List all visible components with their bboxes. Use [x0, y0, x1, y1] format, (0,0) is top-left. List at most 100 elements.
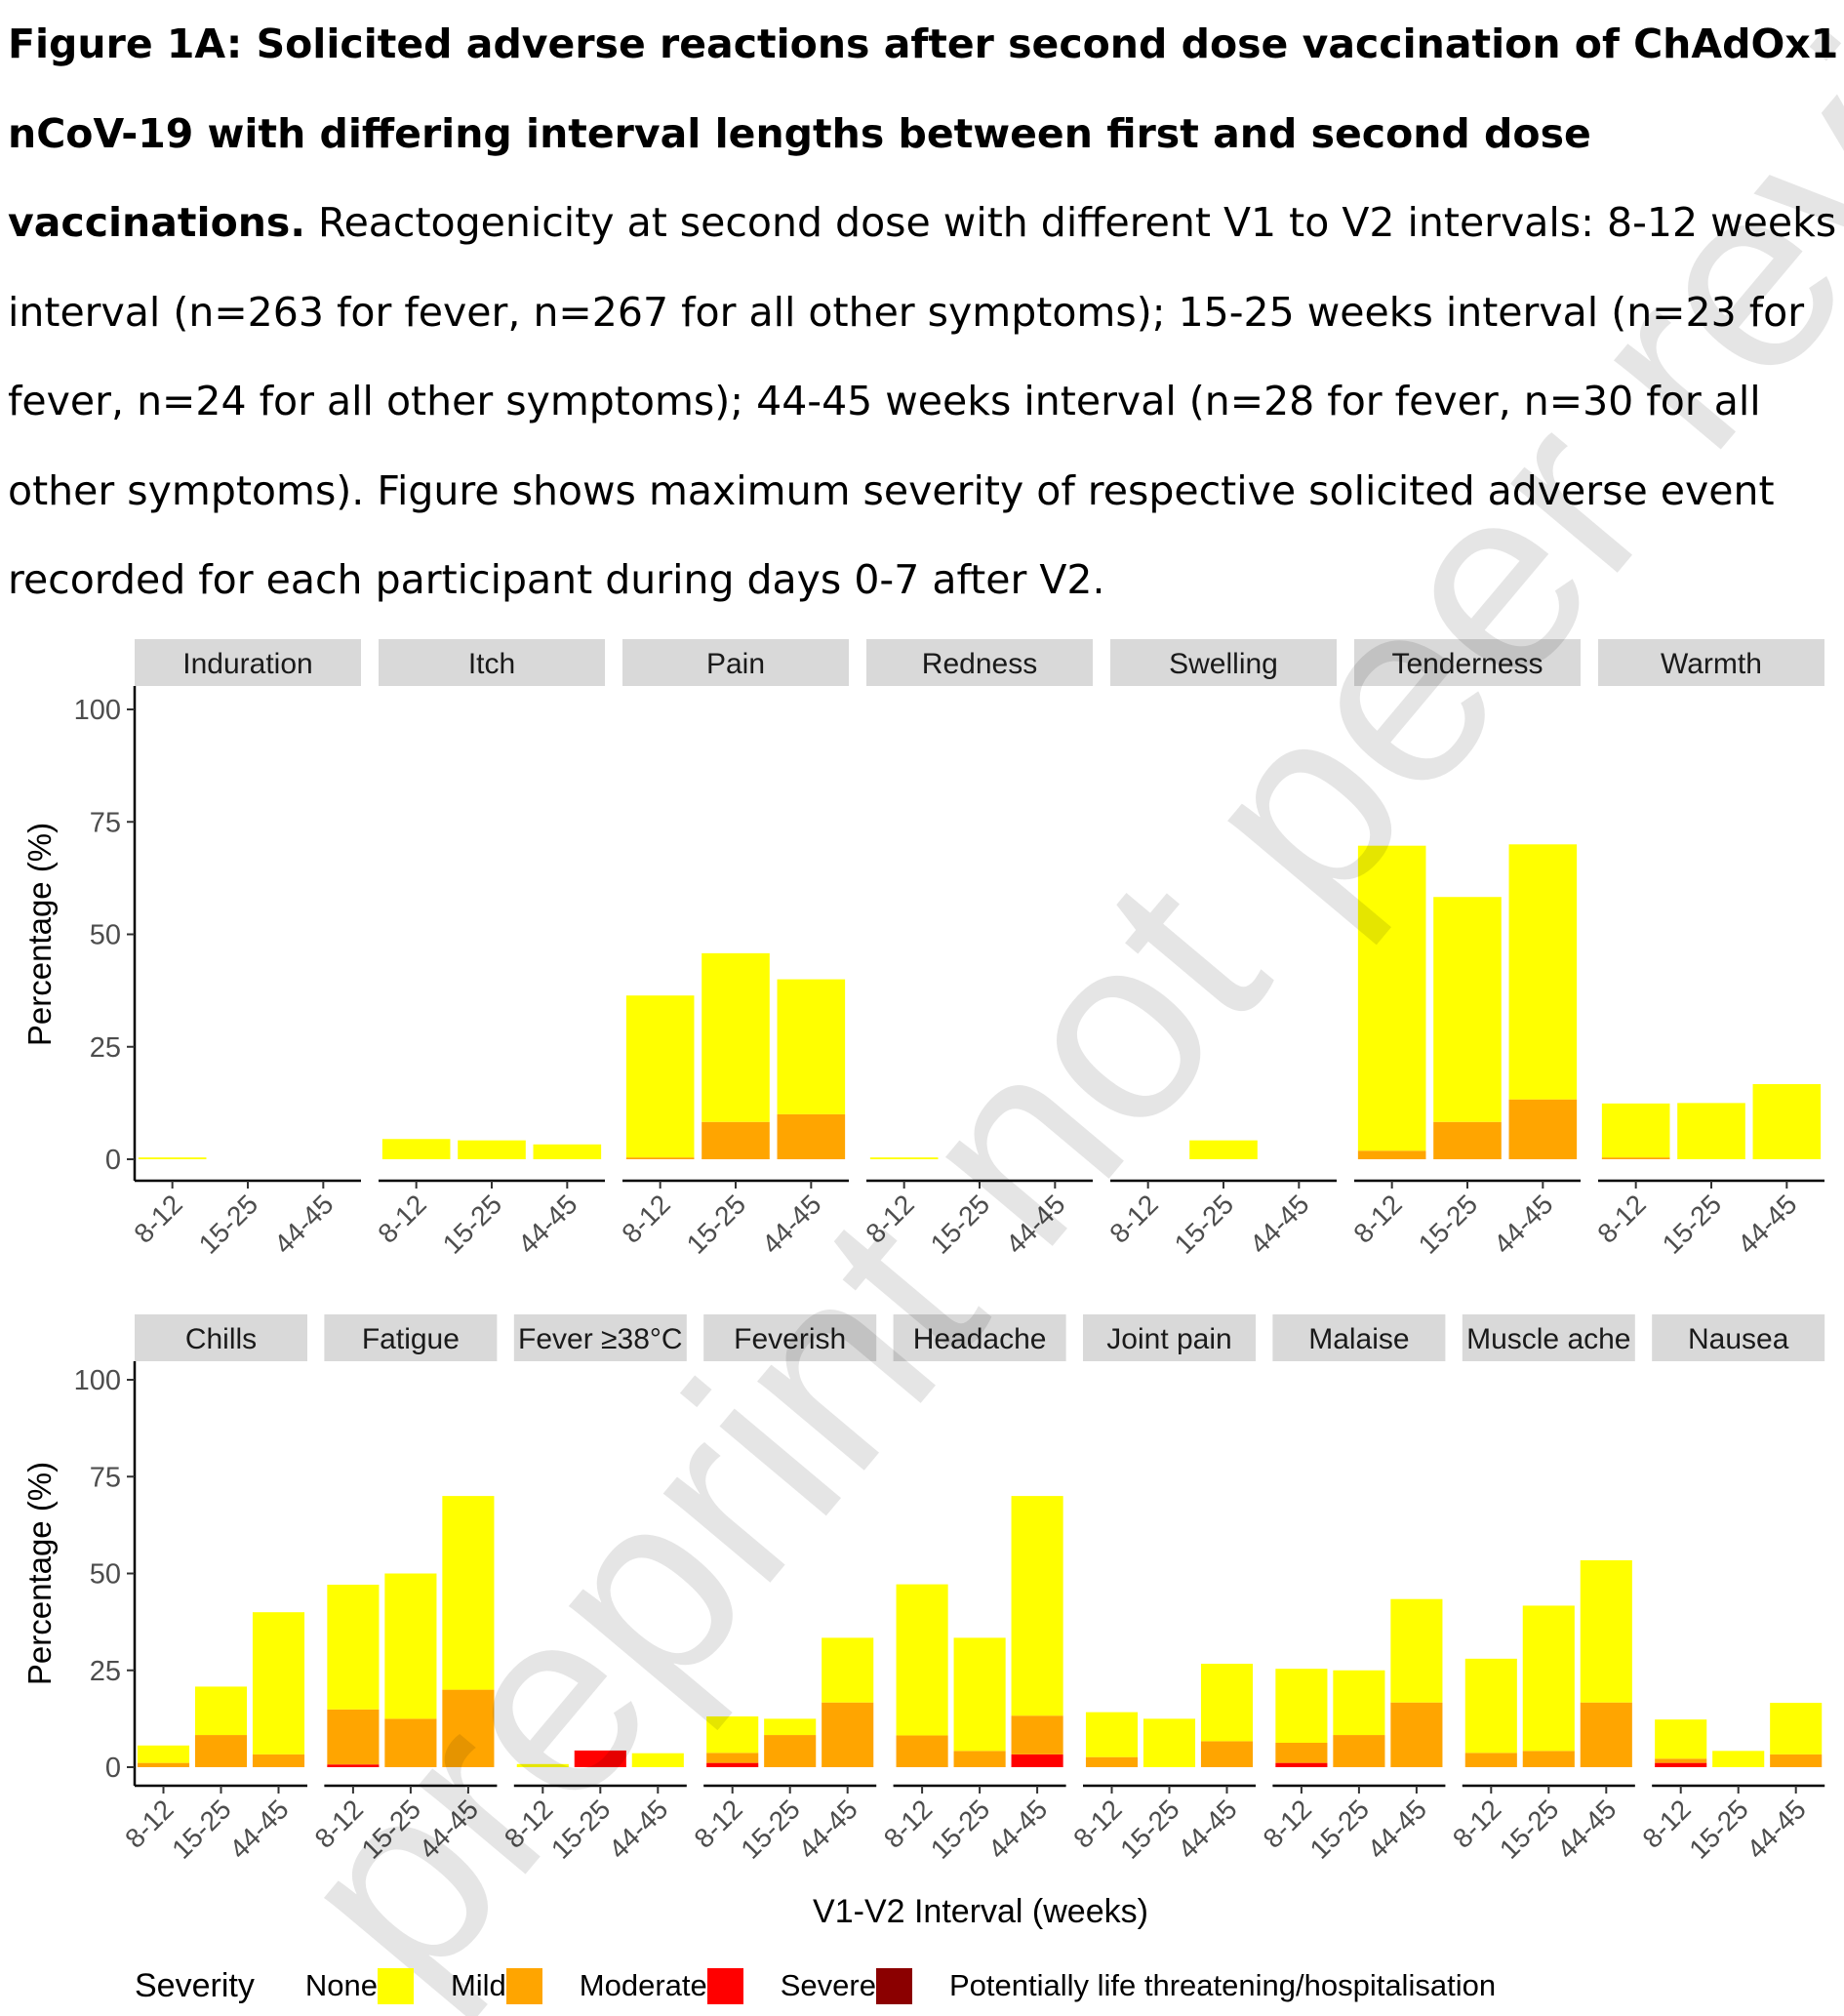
x-tick-label: 44-45 — [1000, 1189, 1071, 1260]
y-tick-label: 0 — [105, 1753, 121, 1784]
y-tick-label: 50 — [90, 920, 121, 951]
bar-segment-mild — [953, 1637, 1006, 1752]
bar-segment-severe — [327, 1764, 380, 1767]
bar-segment-moderate — [953, 1751, 1006, 1767]
legend-title: Severity — [135, 1966, 255, 2004]
facet-strip-label: Induration — [182, 648, 312, 680]
facet-strip — [1272, 1314, 1446, 1361]
x-tick-label: 44-45 — [1244, 1189, 1315, 1260]
facet-strip — [1462, 1314, 1635, 1361]
x-tick-label: 15-25 — [1114, 1794, 1185, 1865]
legend-item-none: None — [304, 1967, 429, 2004]
bar-segment-moderate — [702, 1121, 770, 1159]
x-tick-label: 8-12 — [616, 1189, 676, 1249]
facet-strip — [1110, 639, 1337, 686]
y-tick-label: 25 — [90, 1656, 121, 1687]
bar-segment-mild — [706, 1715, 759, 1754]
bar-segment-moderate — [1011, 1715, 1063, 1754]
bar-segment-moderate — [137, 1762, 190, 1767]
bar-segment-moderate — [1333, 1735, 1385, 1767]
x-tick-label: 44-45 — [1741, 1794, 1812, 1865]
facet-strip-label: Headache — [913, 1323, 1047, 1355]
bar-segment-mild — [1333, 1670, 1385, 1736]
x-tick-label: 15-25 — [1683, 1794, 1754, 1865]
legend-item-plt: Potentially life threatening/hospitalisa… — [949, 1968, 1496, 2003]
bar-segment-mild — [1712, 1751, 1765, 1767]
x-tick-label: 44-45 — [792, 1794, 863, 1865]
facet-strip — [379, 639, 605, 686]
facet-strip — [703, 1314, 877, 1361]
x-tick-label: 8-12 — [372, 1189, 432, 1249]
bar-segment-moderate — [252, 1754, 305, 1767]
bar-segment-mild — [1655, 1719, 1707, 1759]
bar-segment-moderate — [1085, 1756, 1139, 1767]
bar-segment-moderate — [1601, 1157, 1670, 1159]
x-tick-label: 44-45 — [1488, 1189, 1559, 1260]
y-axis-title: Percentage (%) — [21, 823, 58, 1046]
x-tick-label: 8-12 — [1347, 1189, 1408, 1249]
x-tick-label: 15-25 — [925, 1189, 996, 1260]
figure-caption: Figure 1A: Solicited adverse reactions a… — [8, 0, 1842, 625]
bar-segment-mild — [625, 995, 695, 1158]
bar-segment-moderate — [1770, 1754, 1823, 1767]
legend-key-none — [377, 1967, 414, 2004]
bar-segment-mild — [1011, 1496, 1063, 1716]
bar-segment-moderate — [706, 1753, 759, 1763]
y-tick-label: 100 — [74, 695, 121, 726]
bar-segment-mild — [1085, 1712, 1139, 1757]
bar-segment-moderate — [327, 1709, 380, 1765]
legend-label: Severe — [780, 1968, 876, 2002]
x-tick-label: 44-45 — [1732, 1189, 1803, 1260]
facet-strip-label: Joint pain — [1106, 1323, 1231, 1355]
bar-segment-mild — [384, 1573, 437, 1719]
facet-strip — [893, 1314, 1066, 1361]
bar-segment-moderate — [1464, 1753, 1517, 1767]
x-tick-label: 15-25 — [1413, 1189, 1484, 1260]
y-tick-label: 75 — [90, 1462, 121, 1493]
x-tick-label: 15-25 — [735, 1794, 806, 1865]
x-tick-label: 44-45 — [1362, 1794, 1433, 1865]
x-tick-label: 44-45 — [982, 1794, 1054, 1865]
bar-segment-severe — [706, 1762, 759, 1767]
x-tick-label: 15-25 — [545, 1794, 617, 1865]
y-tick-label: 75 — [90, 807, 121, 838]
facet-strip-label: Fatigue — [362, 1323, 460, 1355]
facet-strip-label: Swelling — [1169, 648, 1278, 680]
bar-segment-mild — [1752, 1084, 1822, 1159]
facet-strip-label: Feverish — [734, 1323, 846, 1355]
facet-strip — [1652, 1314, 1825, 1361]
facet-strip-label: Malaise — [1308, 1323, 1409, 1355]
bar-segment-moderate — [384, 1718, 437, 1767]
x-tick-label: 44-45 — [603, 1794, 674, 1865]
bar-segment-mild — [533, 1144, 602, 1159]
x-tick-label: 8-12 — [1103, 1189, 1164, 1249]
x-tick-label: 44-45 — [1172, 1794, 1243, 1865]
legend-label: Mild — [450, 1968, 506, 2002]
facet-strip — [1083, 1314, 1256, 1361]
legend-label: None — [304, 1968, 378, 2002]
facet-strip — [324, 1314, 498, 1361]
facet-strip-label: Muscle ache — [1466, 1323, 1630, 1355]
bar-segment-mild — [194, 1686, 248, 1736]
bar-segment-moderate — [1655, 1758, 1707, 1763]
facet-strip — [135, 639, 361, 686]
bar-segment-mild — [1189, 1140, 1258, 1159]
bar-segment-mild — [1508, 844, 1578, 1100]
facet-strip-label: Pain — [706, 648, 765, 680]
bar-segment-mild — [822, 1637, 874, 1703]
y-tick-label: 50 — [90, 1559, 121, 1591]
bar-segment-moderate — [625, 1157, 695, 1159]
x-tick-label: 15-25 — [193, 1189, 264, 1260]
bar-segment-moderate — [1522, 1751, 1575, 1767]
bar-segment-severe — [1655, 1762, 1707, 1767]
bar-segment-mild — [1464, 1658, 1517, 1754]
bar-segment-mild — [381, 1139, 451, 1159]
legend-key-severe — [875, 1967, 912, 2004]
bar-segment-moderate — [1433, 1121, 1502, 1159]
bar-segment-mild — [1275, 1669, 1328, 1743]
bar-segment-mild — [1580, 1560, 1632, 1703]
bar-segment-mild — [1433, 897, 1502, 1122]
x-tick-label: 15-25 — [1169, 1189, 1240, 1260]
facet-strip — [622, 639, 849, 686]
bar-segment-severe — [574, 1750, 626, 1767]
